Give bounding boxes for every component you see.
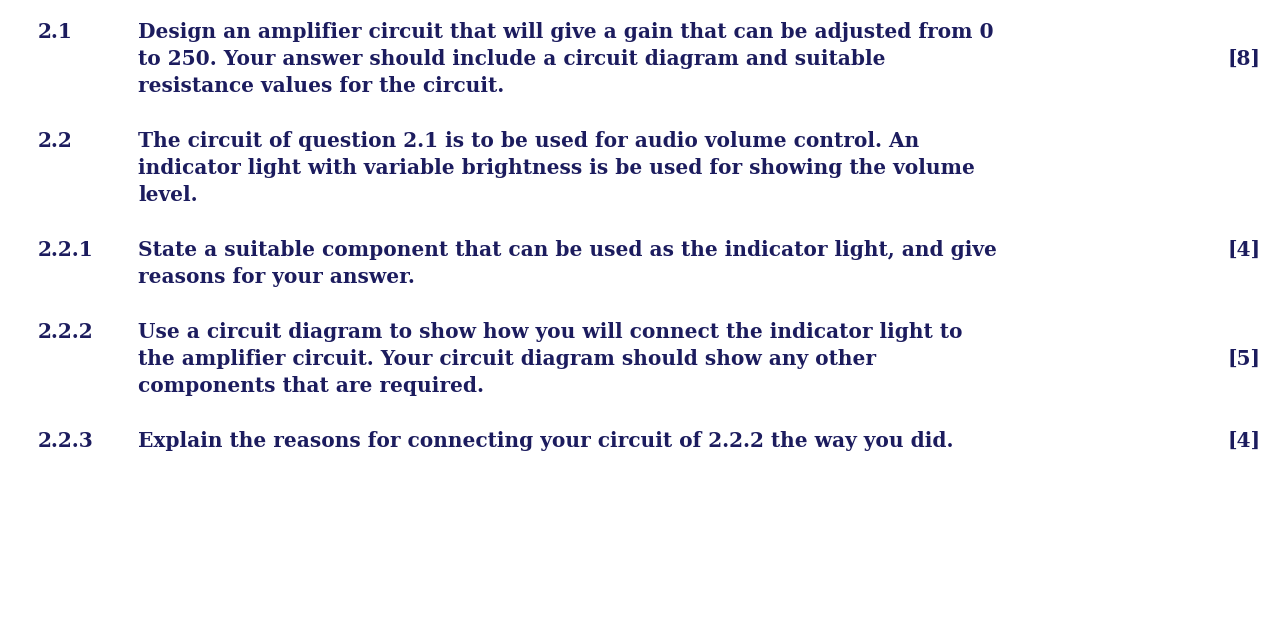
Text: [4]: [4] [1228, 240, 1262, 260]
Text: level.: level. [138, 185, 198, 205]
Text: resistance values for the circuit.: resistance values for the circuit. [138, 76, 504, 96]
Text: The circuit of question 2.1 is to be used for audio volume control. An: The circuit of question 2.1 is to be use… [138, 131, 919, 151]
Text: reasons for your answer.: reasons for your answer. [138, 267, 415, 287]
Text: [8]: [8] [1228, 49, 1260, 69]
Text: 2.2.3: 2.2.3 [38, 431, 93, 451]
Text: State a suitable component that can be used as the indicator light, and give: State a suitable component that can be u… [138, 240, 997, 260]
Text: Design an amplifier circuit that will give a gain that can be adjusted from 0: Design an amplifier circuit that will gi… [138, 22, 994, 42]
Text: [5]: [5] [1228, 349, 1260, 369]
Text: to 250. Your answer should include a circuit diagram and suitable: to 250. Your answer should include a cir… [138, 49, 885, 69]
Text: Use a circuit diagram to show how you will connect the indicator light to: Use a circuit diagram to show how you wi… [138, 322, 963, 342]
Text: Explain the reasons for connecting your circuit of 2.2.2 the way you did.: Explain the reasons for connecting your … [138, 431, 954, 451]
Text: 2.2: 2.2 [38, 131, 73, 151]
Text: the amplifier circuit. Your circuit diagram should show any other: the amplifier circuit. Your circuit diag… [138, 349, 876, 369]
Text: [4]: [4] [1228, 431, 1262, 451]
Text: 2.2.2: 2.2.2 [38, 322, 93, 342]
Text: 2.1: 2.1 [38, 22, 73, 42]
Text: components that are required.: components that are required. [138, 376, 484, 396]
Text: indicator light with variable brightness is be used for showing the volume: indicator light with variable brightness… [138, 158, 974, 178]
Text: 2.2.1: 2.2.1 [38, 240, 93, 260]
